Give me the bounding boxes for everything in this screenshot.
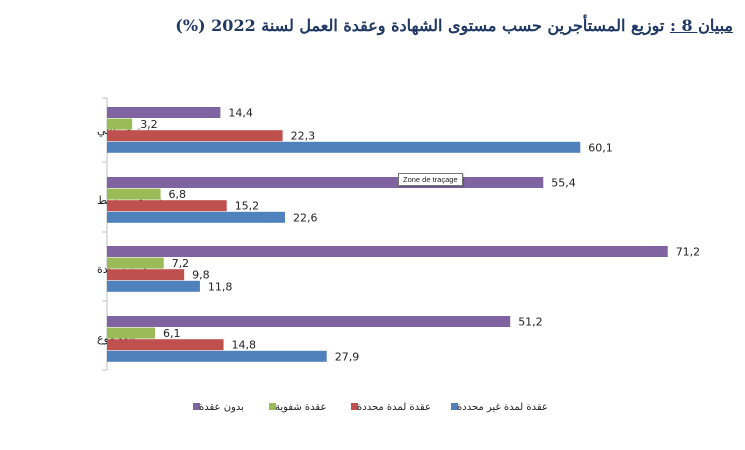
bar[interactable]	[107, 130, 283, 142]
legend-label: عقدة لمدة محددة	[357, 402, 431, 413]
data-label: 14,4	[228, 107, 253, 120]
bar[interactable]	[107, 339, 224, 351]
bar[interactable]	[107, 269, 185, 281]
data-label: 22,6	[293, 211, 318, 224]
data-label: 27,9	[335, 350, 360, 363]
data-label: 55,4	[551, 177, 576, 190]
legend-swatch	[269, 403, 276, 410]
data-label: 7,2	[172, 257, 190, 270]
legend-swatch	[451, 403, 458, 410]
legend-label: عقدة شفوية	[275, 402, 326, 413]
chart-title-label: مبيان 8 :	[669, 16, 733, 35]
bar[interactable]	[107, 246, 668, 257]
legend-label: بدون عقدة	[199, 402, 244, 413]
chart-title: مبيان 8 : توزيع المستأجرين حسب مستوى الش…	[13, 16, 733, 35]
legend-swatch	[193, 403, 200, 410]
bar[interactable]	[107, 257, 164, 269]
data-label: 22,3	[291, 130, 316, 143]
bar[interactable]	[107, 141, 581, 153]
bar[interactable]	[107, 316, 511, 327]
data-label: 9,8	[192, 269, 210, 282]
bar[interactable]	[107, 177, 544, 188]
plot-area-tooltip: Zone de traçage	[398, 173, 463, 186]
bar[interactable]	[107, 107, 221, 118]
bar[interactable]	[107, 118, 133, 130]
bar[interactable]	[107, 200, 227, 212]
data-label: 14,8	[232, 339, 256, 352]
data-label: 51,2	[518, 316, 543, 329]
bar[interactable]	[107, 280, 200, 292]
data-label: 6,8	[169, 188, 187, 201]
data-label: 71,2	[676, 246, 701, 259]
data-label: 60,1	[588, 141, 613, 154]
data-label: 15,2	[235, 200, 260, 213]
legend-swatch	[351, 403, 358, 410]
bar[interactable]	[107, 327, 156, 339]
data-label: 3,2	[140, 118, 158, 131]
chart-title-text: توزيع المستأجرين حسب مستوى الشهادة وعقدة…	[175, 16, 670, 35]
data-label: 6,1	[163, 327, 181, 340]
bar[interactable]	[107, 188, 161, 200]
bar[interactable]	[107, 350, 327, 362]
bar[interactable]	[107, 211, 285, 223]
legend-label: عقدة لمدة غير محددة	[457, 402, 548, 413]
data-label: 11,8	[208, 280, 233, 293]
